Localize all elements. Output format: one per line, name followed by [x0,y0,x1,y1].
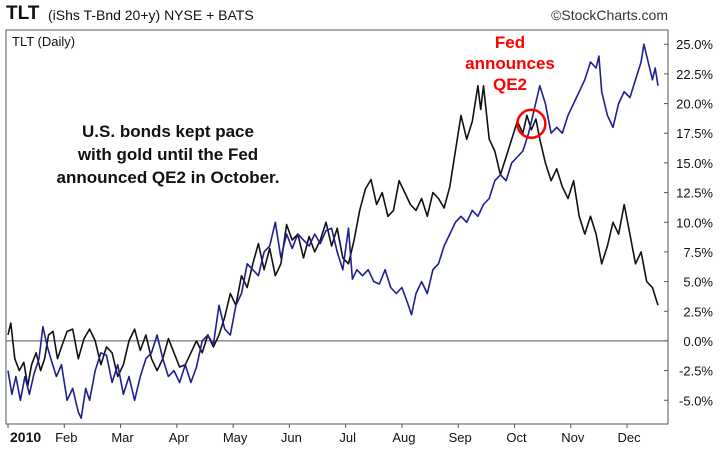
x-tick-label: Apr [169,430,190,445]
y-tick-label: 22.5% [676,67,713,82]
y-tick-label: 10.0% [676,215,713,230]
chart-header: TLT (iShs T-Bnd 20+y) NYSE + BATS ©Stock… [0,0,720,30]
ticker-symbol: TLT [6,3,40,24]
annotation-note-line: with gold until the Fed [77,145,258,164]
x-tick-label: Dec [617,430,641,445]
y-tick-label: -5.0% [679,393,713,408]
y-tick-label: 15.0% [676,156,713,171]
x-tick-label: 2010 [10,429,41,445]
x-tick-label: Nov [561,430,585,445]
annotation-circle [516,108,547,140]
annotation-fed-line: Fed [495,33,525,52]
series-lines [7,43,659,419]
y-tick-label: 12.5% [676,186,713,201]
y-tick-label: 20.0% [676,97,713,112]
x-tick-label: Jul [339,430,356,445]
annotation-note-line: U.S. bonds kept pace [82,122,254,141]
series-line-1 [7,43,659,419]
y-tick-label: 5.0% [683,275,713,290]
annotations: U.S. bonds kept pace with gold until the … [57,33,555,187]
x-tick-label: Aug [392,430,415,445]
x-tick-label: Feb [55,430,77,445]
ticker-description: (iShs T-Bnd 20+y) NYSE + BATS [48,7,254,23]
x-axis: 2010 Feb Mar Apr May Jun Jul Aug Sep Oct Nov Dec [7,424,641,445]
plot-frame [5,29,669,425]
annotation-fed-line: announces [465,54,555,73]
x-tick-label: Sep [449,430,472,445]
y-tick-label: 2.5% [683,304,713,319]
chart-inner-label: TLT (Daily) [12,34,75,49]
x-tick-label: May [223,430,248,445]
y-tick-label: 0.0% [683,334,713,349]
y-tick-label: 25.0% [676,37,713,52]
x-tick-label: Mar [111,430,134,445]
x-tick-label: Jun [281,430,302,445]
brand-label: ©StockCharts.com [551,7,668,23]
x-tick-label: Oct [506,430,527,445]
annotation-note-line: announced QE2 in October. [57,168,280,187]
y-tick-label: 17.5% [676,126,713,141]
y-axis: 25.0% 22.5% 20.0% 17.5% 15.0% 12.5% 10.0% 7.5% 5… [664,37,713,408]
y-tick-label: -2.5% [679,364,713,379]
series-line-0 [7,85,659,387]
annotation-fed-line: QE2 [493,75,527,94]
y-tick-label: 7.5% [683,245,713,260]
